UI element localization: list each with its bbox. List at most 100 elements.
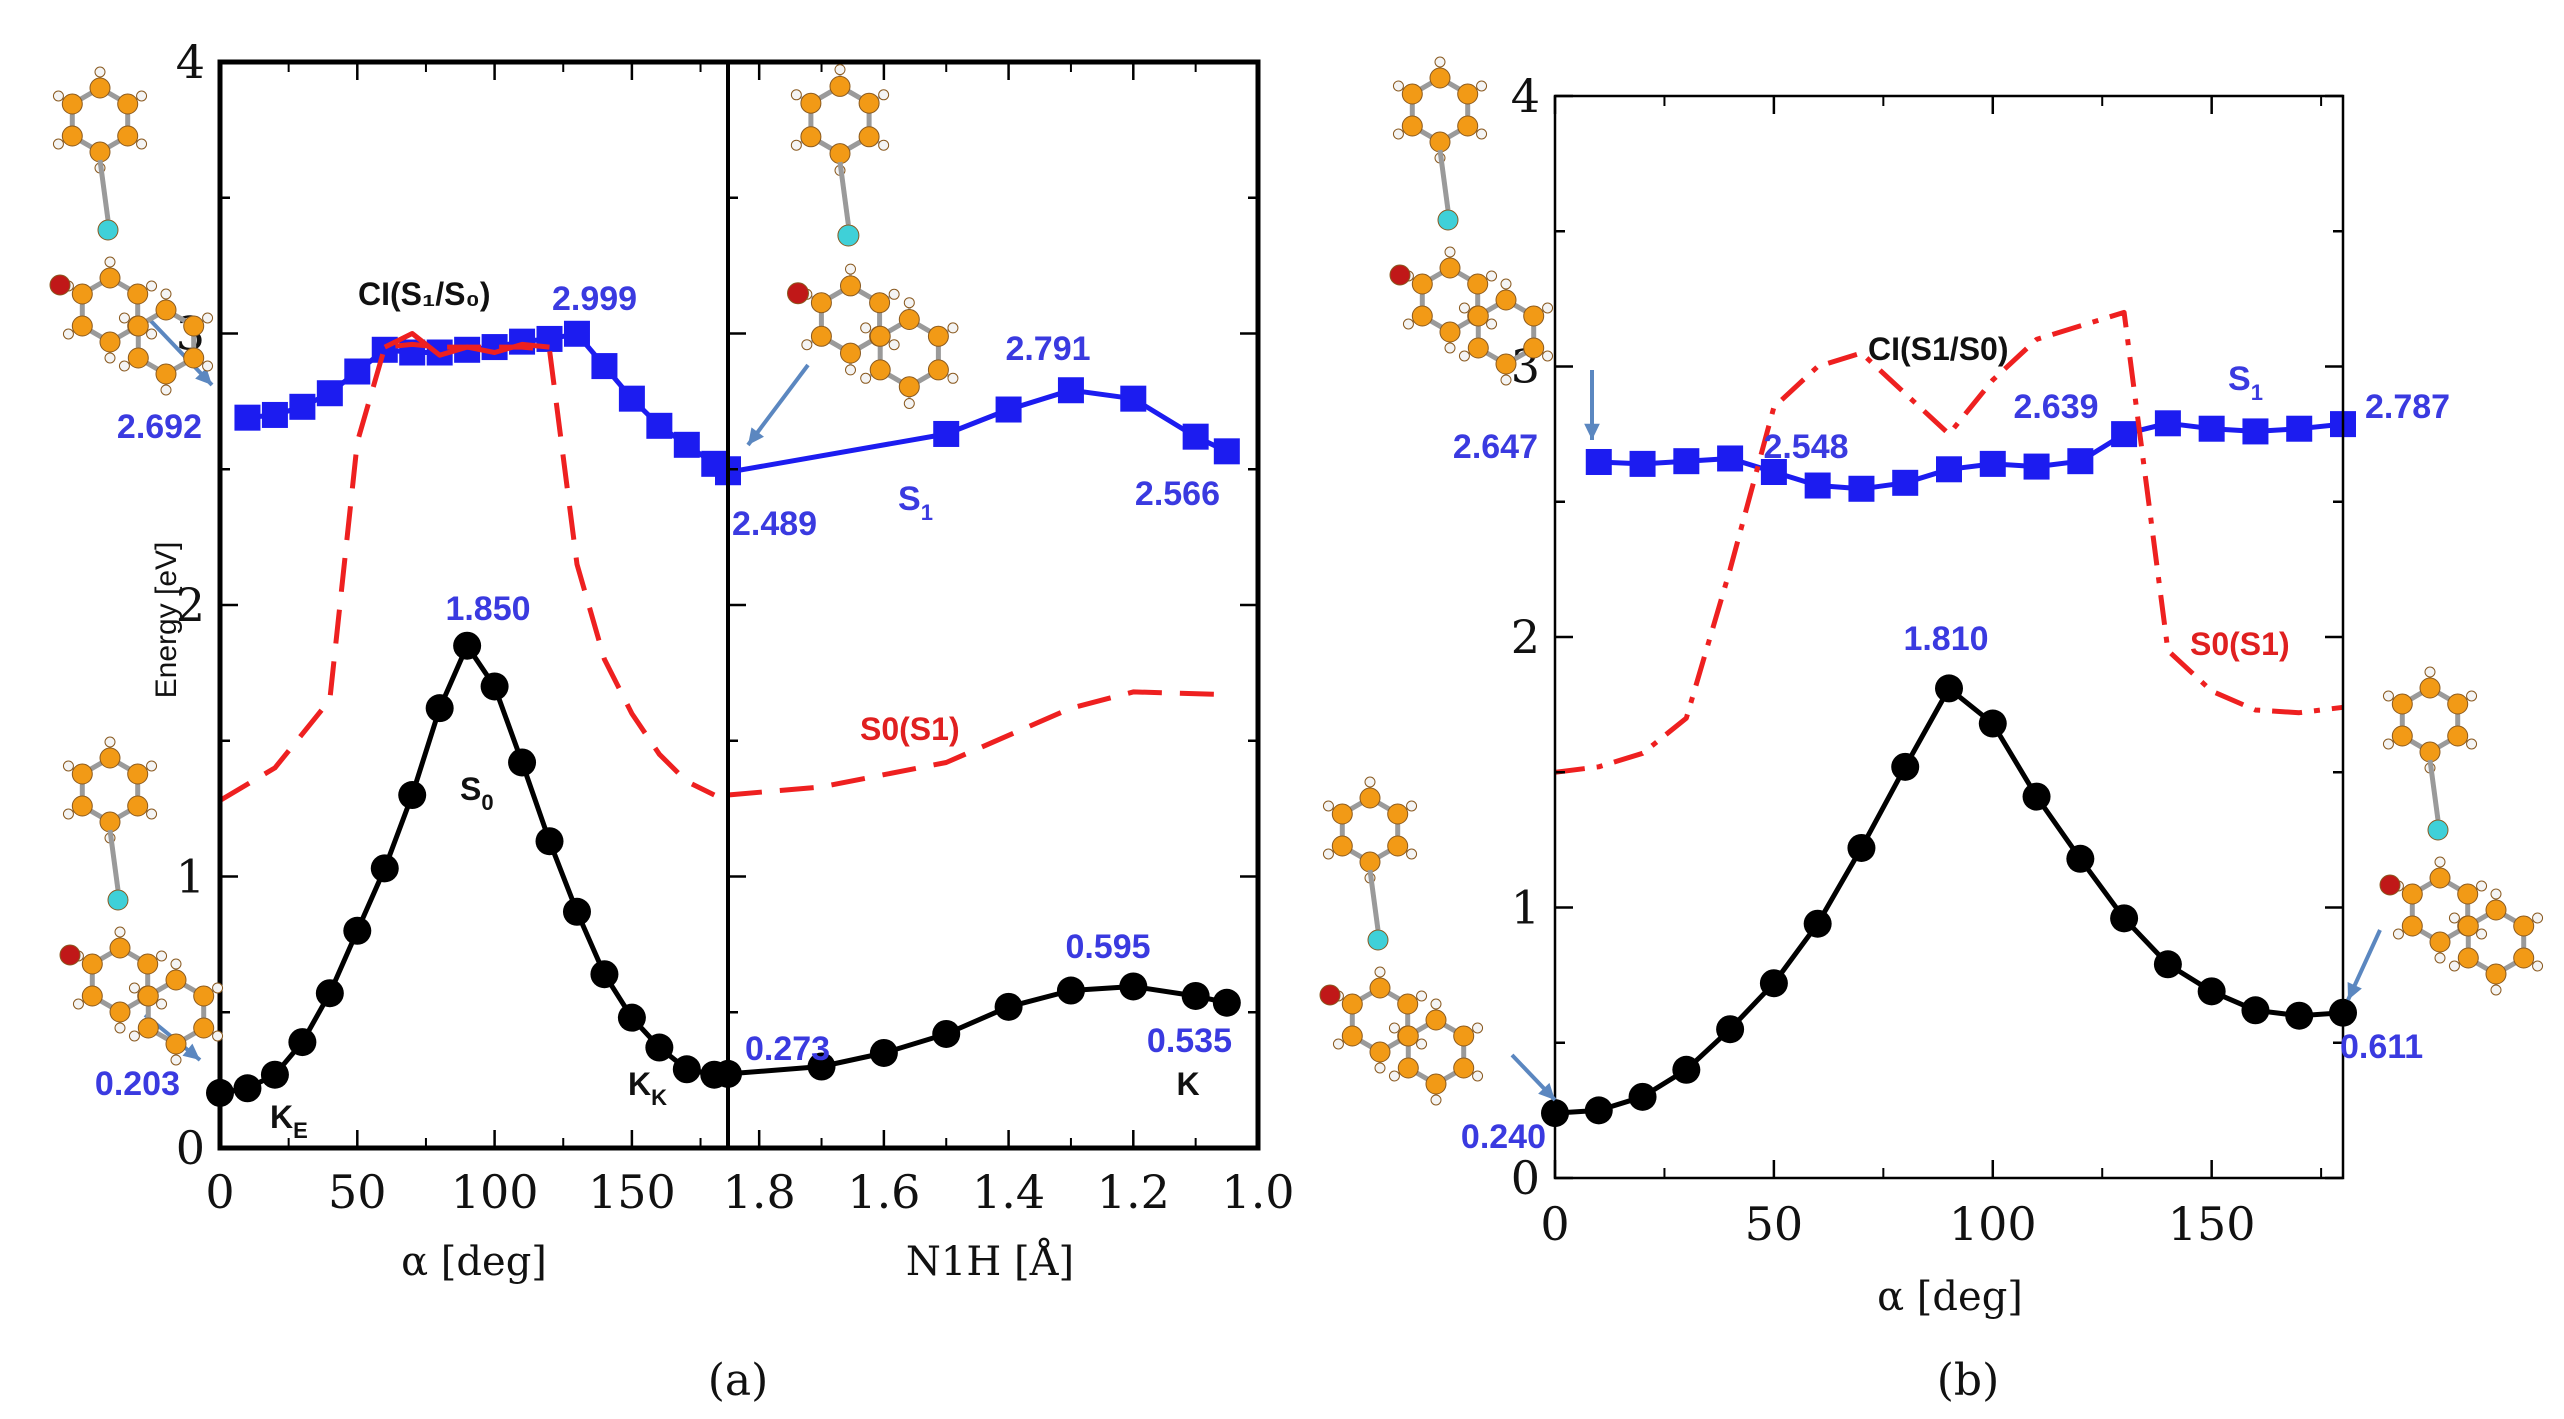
hydrogen-atom [1430, 1094, 1442, 1106]
molecule-a-top-link [97, 159, 111, 221]
carbon-atom [137, 985, 159, 1007]
carbon-atom [155, 299, 177, 321]
carbon-atom [800, 126, 822, 148]
hydrogen-atom [52, 90, 64, 102]
series-line-ci-s1-s0- [383, 331, 550, 358]
hydrogen-atom [1486, 318, 1498, 330]
s1-marker [344, 358, 371, 385]
x-tick-label: 150 [588, 1165, 676, 1219]
label-0203: 0.203 [95, 1065, 180, 1103]
s1-marker [234, 404, 261, 431]
hydrogen-atom [903, 297, 915, 309]
carbon-atom [1401, 115, 1423, 137]
hydrogen-atom [170, 1054, 182, 1066]
x-tick-label: 1.6 [847, 1165, 920, 1219]
hydrogen-atom [1542, 350, 1554, 362]
carbon-atom [1467, 305, 1489, 327]
s1-marker [2067, 448, 2094, 475]
hydrogen-atom [62, 760, 74, 772]
y-tick-label: 4 [1511, 69, 1540, 123]
s0-marker [1181, 981, 1210, 1010]
carbon-atom [1453, 1025, 1475, 1047]
s0-marker [260, 1060, 289, 1089]
nitrogen-atom [2427, 819, 2449, 841]
molecule-a-right-link [837, 161, 851, 226]
hydrogen-atom [2476, 928, 2488, 940]
carbon-atom [127, 283, 149, 305]
arrow-2647-head [1584, 423, 1600, 440]
hydrogen-atom [114, 1022, 126, 1034]
s1-marker [995, 396, 1022, 423]
s0-marker [508, 748, 537, 777]
s1-marker [2198, 415, 2225, 442]
s0-marker [994, 992, 1023, 1021]
s1-marker [1979, 450, 2006, 477]
hydrogen-atom [146, 808, 158, 820]
carbon-atom [1359, 787, 1381, 809]
hydrogen-atom [860, 322, 872, 334]
carbon-atom [858, 126, 880, 148]
hydrogen-atom [1472, 1022, 1484, 1034]
s1-marker [618, 385, 645, 412]
molecule-a-bottom-link [107, 829, 121, 891]
nitrogen-atom [1367, 929, 1389, 951]
s0-marker [1628, 1082, 1657, 1111]
carbon-atom [810, 325, 832, 347]
carbon-atom [89, 141, 111, 163]
series-line-s0-s1- [727, 689, 1227, 798]
s1-marker [646, 412, 673, 439]
carbon-atom [1387, 835, 1409, 857]
carbon-atom [898, 376, 920, 398]
s1-marker [673, 431, 700, 458]
carbon-atom [927, 325, 949, 347]
caption-a: (a) [708, 1355, 769, 1406]
carbon-atom [2513, 947, 2535, 969]
x-axis-label-b: α [deg] [1877, 1274, 2023, 1320]
arrow-0203-head [182, 1043, 200, 1060]
carbon-atom [1439, 257, 1461, 279]
s0-marker [1716, 1015, 1745, 1044]
series-line-s0-s1- [218, 341, 716, 803]
hydrogen-atom [2532, 912, 2544, 924]
carbon-atom [127, 347, 149, 369]
hydrogen-atom [2466, 738, 2478, 750]
carbon-atom [1495, 353, 1517, 375]
hydrogen-atom [1332, 1038, 1344, 1050]
carbon-atom [1411, 305, 1433, 327]
label-ke: KE [270, 1099, 308, 1143]
oxygen-atom [2379, 874, 2401, 896]
arrow-0611-head [2347, 982, 2362, 1000]
s1-marker [1585, 448, 1612, 475]
carbon-atom [840, 275, 861, 297]
hydrogen-atom [212, 982, 224, 994]
x-tick-label: 50 [1745, 1197, 1804, 1251]
carbon-atom [117, 125, 139, 147]
caption-b: (b) [1937, 1355, 2000, 1406]
s0-marker [932, 1019, 961, 1048]
s1-marker [1936, 456, 1962, 483]
hydrogen-atom [146, 280, 158, 292]
s1-marker [563, 320, 590, 347]
label-s0s1-b: S0(S1) [2190, 626, 2290, 662]
s1-marker [509, 328, 536, 355]
s0-marker [645, 1033, 674, 1062]
carbon-atom [1457, 83, 1479, 105]
x-tick-label: 100 [1949, 1197, 2037, 1251]
x-tick-label: 50 [328, 1165, 387, 1219]
nitrogen-atom [97, 219, 119, 241]
s0-marker [370, 854, 399, 883]
hydrogen-atom [62, 328, 74, 340]
hydrogen-atom [1374, 1062, 1386, 1074]
s0-marker [1803, 909, 1832, 938]
hydrogen-atom [128, 1030, 140, 1042]
hydrogen-atom [52, 138, 64, 150]
s0-marker [807, 1052, 836, 1081]
carbon-atom [1369, 1041, 1391, 1063]
s1-marker [2023, 453, 2050, 480]
hydrogen-atom [2424, 666, 2436, 678]
hydrogen-atom [160, 288, 172, 300]
text-layer: 01234012340501001501.81.61.41.21.0050100… [95, 35, 2450, 1406]
carbon-atom [1331, 835, 1353, 857]
oxygen-atom [1389, 264, 1411, 286]
hydrogen-atom [128, 982, 140, 994]
